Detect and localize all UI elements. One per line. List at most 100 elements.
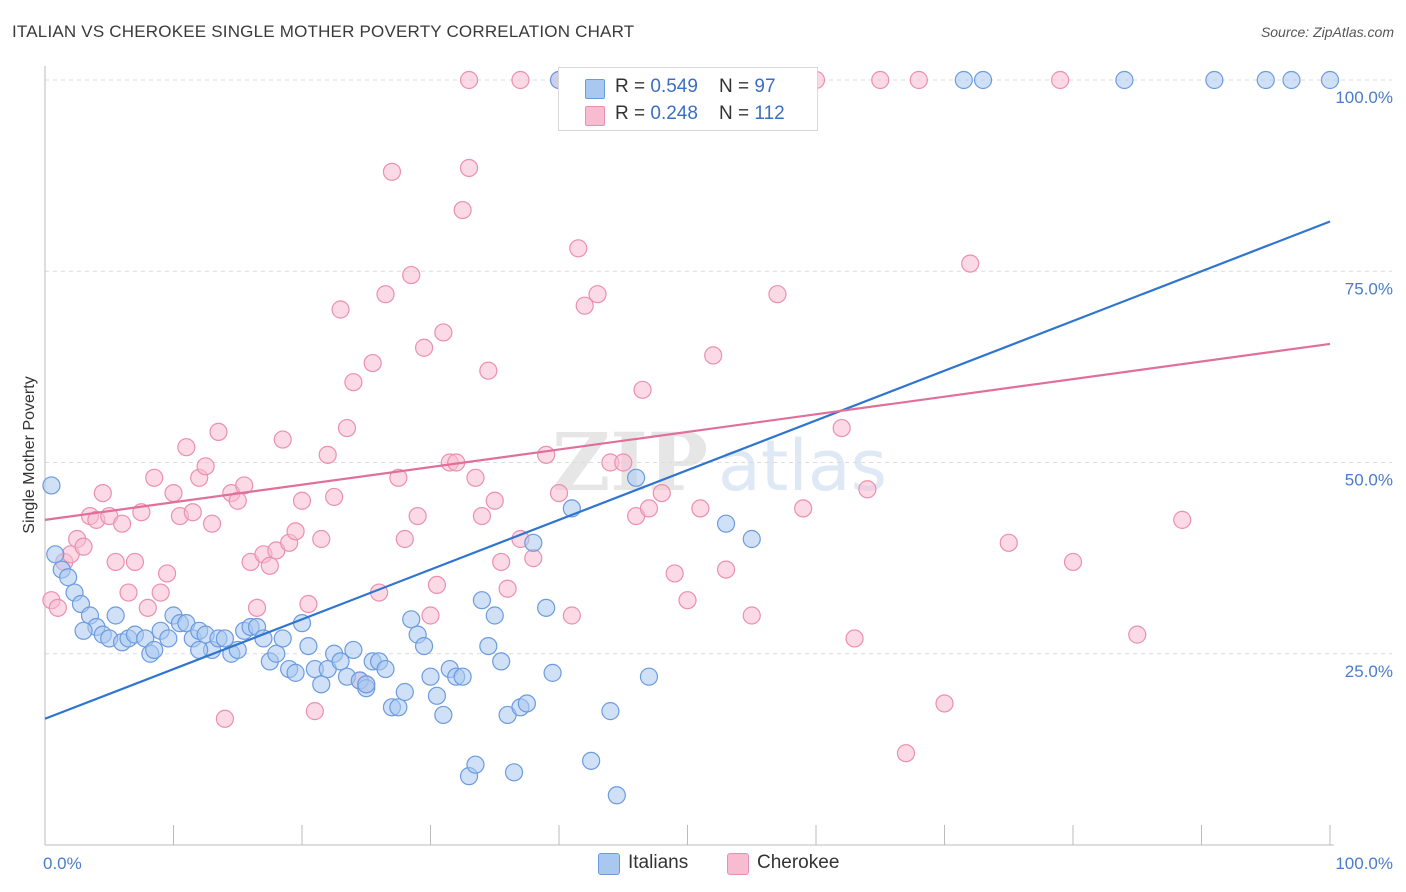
italians-point — [524, 533, 543, 552]
cherokee-point — [633, 380, 652, 399]
cherokee-point — [1063, 552, 1083, 572]
legend-n-value: 112 — [754, 103, 785, 124]
cherokee-point — [228, 491, 247, 510]
italians-point — [344, 640, 363, 660]
cherokee-point — [691, 499, 710, 518]
cherokee-point — [961, 254, 980, 273]
cherokee-point — [235, 476, 254, 495]
cherokee-point — [145, 468, 164, 487]
italians-point — [1320, 70, 1340, 90]
italians-point — [427, 686, 447, 705]
cherokee-point — [794, 499, 813, 518]
correlation-legend: R = 0.549 N = 97 R = 0.248 N = 112 — [558, 67, 818, 131]
italians-point — [582, 751, 601, 770]
italians-point — [106, 606, 125, 625]
italians-point — [543, 663, 562, 682]
cherokee-point — [292, 491, 312, 510]
italians-legend-label: Italians — [628, 852, 689, 873]
cherokee-point — [74, 537, 93, 556]
cherokee-trend-line — [44, 342, 1331, 521]
legend-n-label: N = — [719, 103, 755, 124]
italians-point — [466, 755, 485, 774]
cherokee-point — [402, 265, 421, 285]
italians-point — [331, 652, 350, 671]
cherokee-point — [408, 506, 427, 526]
cherokee-point — [421, 606, 440, 625]
italians-point — [607, 786, 626, 805]
legend-n-label: N = — [719, 76, 755, 97]
italians-point — [267, 644, 286, 663]
italians-point — [485, 606, 504, 625]
cherokee-points — [42, 70, 1192, 763]
cherokee-point — [871, 70, 890, 90]
cherokee-point — [466, 468, 485, 487]
cherokee-point — [999, 533, 1018, 552]
italians-point — [1205, 70, 1224, 90]
italians-point — [639, 667, 659, 686]
italians-point — [159, 629, 178, 648]
cherokee-point — [453, 200, 472, 220]
italians-point — [286, 663, 305, 682]
cherokee-point — [157, 564, 177, 583]
italians-point — [215, 629, 234, 648]
italians-point — [453, 667, 472, 686]
cherokee-point — [492, 552, 511, 572]
source-credit: Source: ZipAtlas.com — [1260, 24, 1394, 40]
italians-point — [273, 629, 292, 648]
x-tick-label: 0.0% — [43, 854, 82, 873]
y-tick-label: 50.0% — [1345, 471, 1393, 490]
italians-point — [74, 621, 93, 640]
cherokee-point — [273, 430, 292, 449]
cherokee-point — [363, 353, 382, 373]
cherokee-point — [337, 418, 357, 438]
cherokee-point — [331, 300, 350, 319]
cherokee-point — [247, 598, 267, 617]
italians-point — [954, 70, 973, 90]
cherokee-point — [209, 422, 228, 441]
cherokee-point — [575, 296, 594, 315]
legend-n-value: 97 — [754, 76, 776, 97]
cherokee-point — [479, 361, 498, 380]
y-tick-label: 25.0% — [1345, 662, 1393, 681]
cherokee-point — [588, 285, 607, 304]
cherokee-point — [125, 552, 145, 572]
italians-point — [742, 529, 761, 549]
cherokee-point — [935, 694, 954, 713]
italians-point — [46, 545, 65, 564]
cherokee-point — [202, 514, 222, 533]
cherokee-point — [716, 560, 736, 579]
cherokee-point — [138, 598, 157, 617]
italians-point — [59, 568, 78, 587]
italians-point — [716, 514, 736, 533]
cherokee-point — [119, 583, 138, 602]
cherokee-point — [472, 506, 491, 526]
cherokee-point — [164, 484, 183, 503]
cherokee-point — [569, 239, 588, 258]
italians-point — [1282, 70, 1301, 90]
cherokee-point — [858, 480, 877, 499]
cherokee-point — [427, 575, 447, 595]
cherokee-point — [395, 529, 414, 549]
x-tick-label: 100.0% — [1335, 854, 1393, 873]
italians-point — [1256, 70, 1275, 90]
legend-r-label: R = — [615, 103, 651, 124]
y-axis-label: Single Mother Poverty — [21, 376, 38, 533]
cherokee-legend-label: Cherokee — [757, 852, 840, 873]
cherokee-point — [389, 468, 408, 487]
cherokee-swatch — [585, 106, 605, 126]
cherokee-point — [704, 346, 723, 365]
cherokee-point — [665, 564, 684, 583]
italians-point — [145, 640, 164, 660]
cherokee-point — [48, 598, 67, 617]
cherokee-point — [382, 162, 402, 181]
italians-point — [376, 659, 395, 679]
cherokee-point — [832, 418, 851, 438]
cherokee-point — [106, 552, 125, 572]
italians-legend-swatch — [598, 853, 620, 875]
trend-lines — [44, 220, 1331, 720]
italians-point — [42, 476, 61, 495]
cherokee-point — [549, 484, 569, 503]
cherokee-point — [286, 522, 305, 541]
cherokee-point — [485, 491, 504, 510]
